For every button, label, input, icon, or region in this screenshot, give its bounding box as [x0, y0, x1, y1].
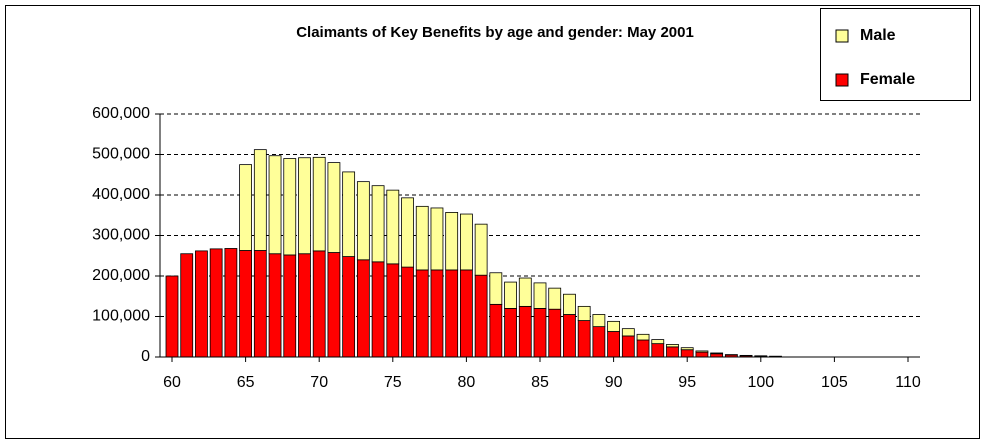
bar	[430, 269, 444, 358]
bar	[386, 189, 400, 265]
bar	[356, 259, 370, 358]
bar	[445, 269, 459, 358]
bar	[239, 250, 253, 358]
bar	[504, 281, 517, 309]
y-tick-label: 400,000	[92, 186, 150, 203]
bar	[504, 307, 517, 358]
bar	[518, 277, 532, 307]
bar	[342, 256, 356, 358]
bar	[342, 171, 356, 257]
bar	[548, 287, 562, 310]
bar	[239, 164, 253, 251]
bar	[401, 266, 414, 358]
y-tick-label: 100,000	[92, 308, 150, 325]
bar	[445, 212, 459, 271]
bar	[548, 308, 562, 358]
bar	[533, 307, 547, 358]
bar	[430, 207, 444, 271]
bar	[209, 248, 223, 358]
x-tick-label: 65	[237, 374, 255, 391]
bar	[298, 157, 311, 255]
x-tick-label: 95	[678, 374, 696, 391]
bar	[666, 346, 679, 358]
bar	[298, 253, 311, 358]
bar	[283, 158, 297, 256]
bar	[165, 275, 179, 358]
bar	[415, 269, 429, 358]
bar	[415, 205, 429, 271]
legend-label: Male	[860, 27, 896, 44]
x-tick-label: 70	[310, 374, 328, 391]
bar	[180, 253, 194, 358]
bar	[680, 349, 694, 358]
bar	[386, 263, 400, 358]
bar	[710, 352, 724, 355]
bar	[607, 320, 620, 332]
bar	[459, 269, 473, 358]
bar	[621, 335, 635, 358]
x-tick-label: 75	[384, 374, 402, 391]
bar	[459, 213, 473, 271]
bar	[327, 162, 341, 253]
bar	[651, 343, 665, 358]
bar	[371, 261, 385, 358]
bar	[489, 303, 503, 358]
bar	[474, 274, 488, 358]
x-tick-label: 100	[747, 374, 774, 391]
bar	[268, 253, 282, 358]
legend-swatch	[835, 29, 849, 43]
bar	[695, 350, 709, 353]
x-tick-label: 110	[895, 374, 921, 391]
bar	[401, 197, 414, 268]
bar	[592, 314, 606, 328]
y-tick-label: 200,000	[92, 267, 150, 284]
bar	[312, 250, 326, 358]
bar	[371, 185, 385, 263]
bar	[253, 149, 267, 251]
bar	[636, 333, 650, 341]
legend-label: Female	[860, 71, 915, 88]
bar	[695, 351, 709, 358]
bar	[680, 347, 694, 351]
bar	[253, 250, 267, 358]
bar	[489, 272, 503, 305]
chart-border	[5, 5, 980, 439]
bar	[312, 156, 326, 252]
bar	[607, 331, 620, 358]
bar	[577, 320, 591, 358]
x-tick-label: 105	[821, 374, 848, 391]
bar	[224, 248, 238, 358]
y-tick-label: 500,000	[92, 146, 150, 163]
bar	[195, 250, 208, 358]
y-tick-label: 0	[141, 348, 150, 365]
bar	[327, 252, 341, 358]
bar	[636, 339, 650, 358]
bar	[577, 305, 591, 321]
bar	[268, 155, 282, 255]
bar	[533, 282, 547, 309]
x-tick-label: 90	[605, 374, 623, 391]
bar	[666, 344, 679, 348]
bar	[563, 314, 576, 358]
bar	[563, 293, 576, 315]
legend-swatch	[835, 73, 849, 87]
bar	[356, 181, 370, 261]
bar	[518, 305, 532, 358]
bar	[651, 339, 665, 345]
y-tick-label: 300,000	[92, 227, 150, 244]
bar	[474, 223, 488, 276]
x-tick-label: 80	[458, 374, 476, 391]
chart-title: Claimants of Key Benefits by age and gen…	[296, 24, 694, 41]
x-tick-label: 85	[531, 374, 549, 391]
y-tick-label: 600,000	[92, 105, 150, 122]
bar	[592, 326, 606, 358]
bar	[283, 254, 297, 358]
x-tick-label: 60	[163, 374, 181, 391]
bar	[621, 328, 635, 337]
